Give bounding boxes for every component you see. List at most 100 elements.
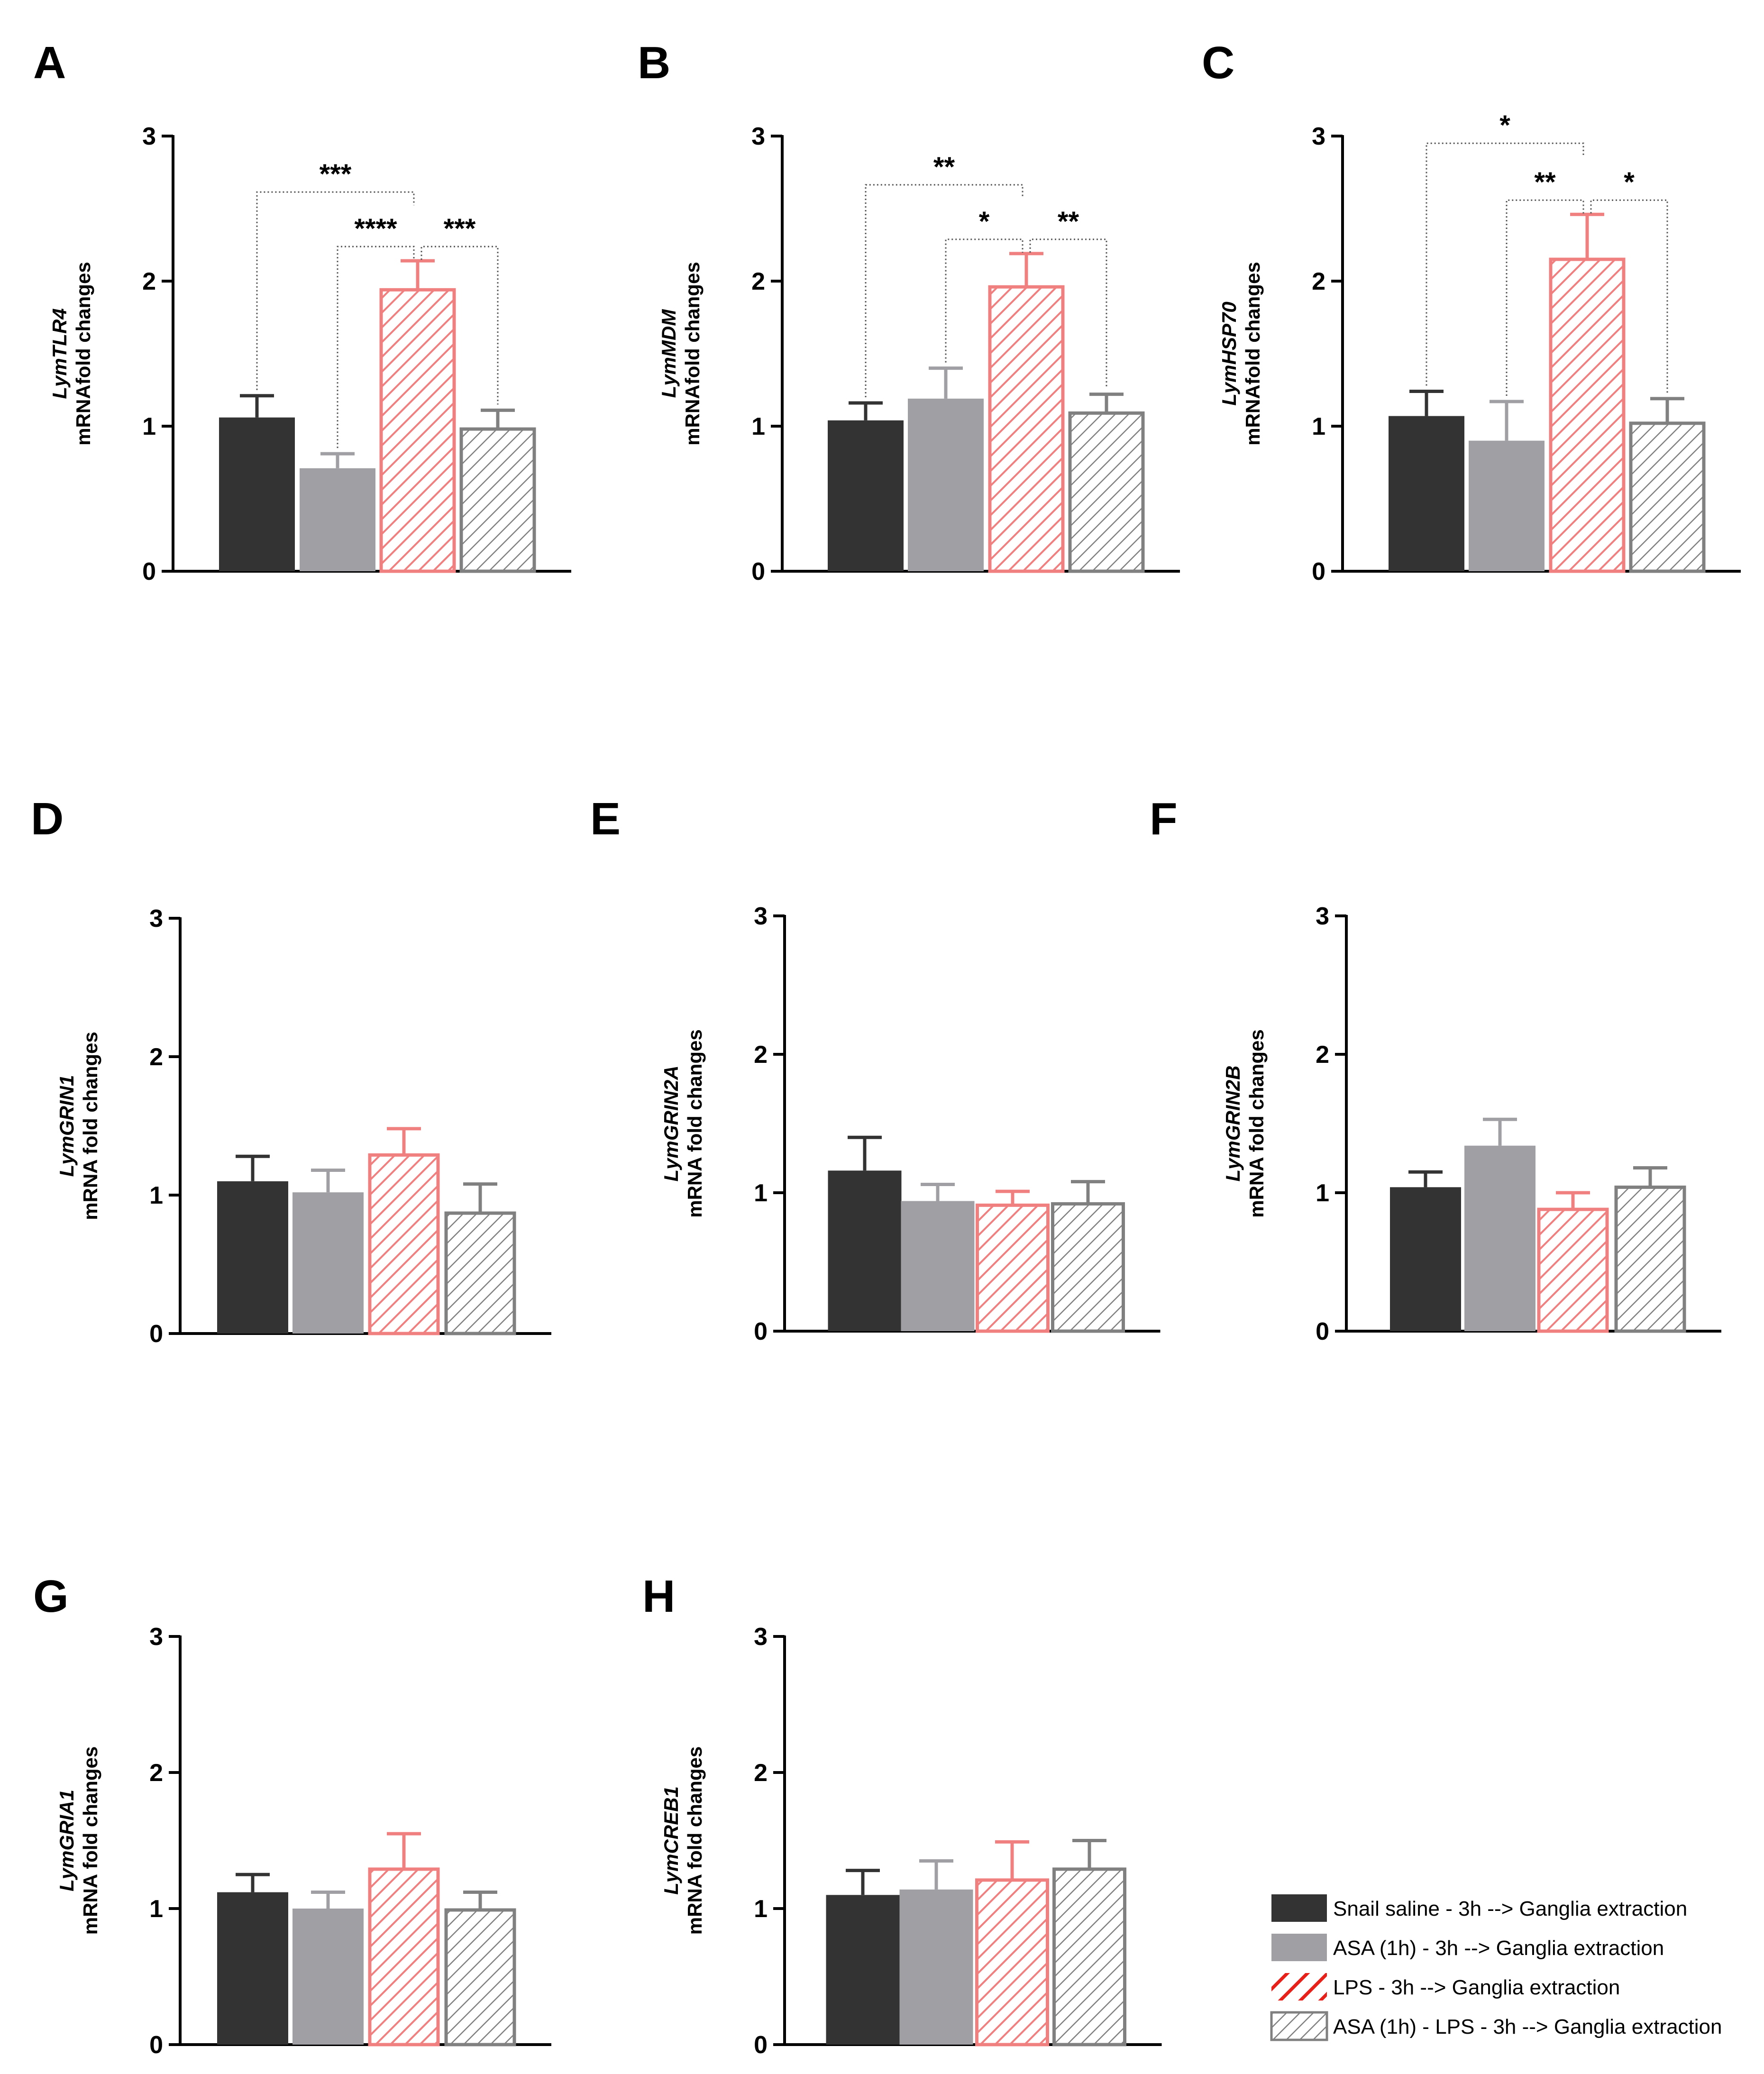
panel-letter: C xyxy=(1202,37,1234,88)
y-tick-label: 2 xyxy=(1312,268,1325,295)
significance-label: ** xyxy=(1058,206,1079,237)
y-tick-label: 1 xyxy=(149,1895,163,1923)
y-tick-label: 1 xyxy=(754,1179,768,1207)
y-tick-label: 0 xyxy=(142,558,156,585)
bar-gray xyxy=(908,398,984,571)
panel-e: E 0 1 2 3 LymGRIN2AmRNA fold changes xyxy=(590,794,1161,1345)
significance-label: **** xyxy=(354,213,397,244)
significance-bracket xyxy=(256,191,415,390)
y-tick-label: 3 xyxy=(142,123,156,150)
y-tick-label: 2 xyxy=(754,1041,768,1069)
y-axis-label-gene: LymGRIN1 xyxy=(55,1075,78,1177)
y-axis-label-gene: LymMDM xyxy=(658,309,680,398)
bar-gray xyxy=(901,1201,975,1331)
bar-redhatch xyxy=(1549,257,1626,573)
significance-label: * xyxy=(1499,110,1510,141)
bar-dark xyxy=(828,1170,902,1331)
legend-swatch-grayhatch xyxy=(1270,2011,1328,2041)
bar-redhatch xyxy=(976,1203,1050,1333)
significance-bracket xyxy=(865,184,1024,398)
panel-letter: A xyxy=(33,37,66,88)
y-tick-label: 3 xyxy=(751,123,765,150)
y-axis-label-gene: LymTLR4 xyxy=(48,308,71,399)
significance-label: ** xyxy=(933,152,955,183)
y-axis-label-gene: LymGRIN2B xyxy=(1222,1065,1244,1181)
y-tick-label: 3 xyxy=(149,905,163,932)
y-tick-label: 3 xyxy=(754,903,768,930)
y-axis-label: LymHSP70mRNAfold changes xyxy=(1218,262,1264,445)
y-axis-label-text: mRNAfold changes xyxy=(1242,262,1264,445)
bar-gray xyxy=(899,1889,973,2045)
bar-redhatch xyxy=(975,1878,1049,2047)
panel-letter: D xyxy=(31,794,64,844)
legend-item: LPS - 3h --> Ganglia extraction xyxy=(1271,1973,1620,2001)
y-tick-label: 0 xyxy=(1316,1318,1329,1345)
panel-g: G 0 1 2 3 LymGRIA1mRNA fold changes xyxy=(33,1571,551,2059)
y-tick-label: 1 xyxy=(754,1895,768,1923)
legend-item: ASA (1h) - 3h --> Ganglia extraction xyxy=(1271,1934,1664,1961)
y-axis-label: LymGRIN2AmRNA fold changes xyxy=(660,1029,706,1217)
y-tick-label: 2 xyxy=(754,1759,768,1787)
bar-grayhatch xyxy=(1629,421,1706,573)
panel-letter: F xyxy=(1150,794,1178,844)
significance-bracket xyxy=(337,246,415,448)
legend-swatch-redhatch xyxy=(1271,1973,1327,2001)
y-axis-label-text: mRNA fold changes xyxy=(1245,1029,1268,1217)
y-axis-label-text: mRNAfold changes xyxy=(72,262,94,445)
y-tick-label: 1 xyxy=(1316,1179,1329,1207)
y-tick-label: 3 xyxy=(149,1623,163,1651)
significance-bracket xyxy=(1029,238,1107,389)
y-tick-label: 2 xyxy=(149,1043,163,1071)
significance-label: *** xyxy=(320,159,352,190)
y-tick-label: 1 xyxy=(142,413,156,440)
y-tick-label: 2 xyxy=(1316,1041,1329,1069)
panel-letter: G xyxy=(33,1571,69,1622)
y-tick-label: 3 xyxy=(754,1623,768,1651)
bar-gray xyxy=(1469,440,1545,571)
y-axis-label-text: mRNAfold changes xyxy=(681,262,704,445)
panel-h: H 0 1 2 3 LymCREB1mRNA fold changes xyxy=(642,1571,1162,2059)
y-tick-label: 3 xyxy=(1316,903,1329,930)
bar-gray xyxy=(300,468,375,571)
bar-redhatch xyxy=(379,288,456,573)
significance-label: *** xyxy=(444,213,476,244)
legend-label: Snail saline - 3h --> Ganglia extraction xyxy=(1333,1897,1687,1920)
bar-grayhatch xyxy=(1614,1185,1686,1333)
y-tick-label: 3 xyxy=(1312,123,1325,150)
significance-label: * xyxy=(979,206,990,237)
bar-redhatch xyxy=(988,285,1065,573)
y-tick-label: 1 xyxy=(1312,413,1325,440)
bar-dark xyxy=(826,1895,900,2045)
bar-redhatch xyxy=(1537,1207,1609,1333)
y-axis-label: LymMDMmRNAfold changes xyxy=(658,262,704,445)
legend-item: ASA (1h) - LPS - 3h --> Ganglia extracti… xyxy=(1270,2011,1722,2041)
bar-dark xyxy=(217,1181,288,1334)
y-axis-label: LymGRIN1mRNA fold changes xyxy=(55,1032,101,1220)
panel-letter: H xyxy=(642,1571,675,1622)
y-axis-label-text: mRNA fold changes xyxy=(684,1029,706,1217)
bar-dark xyxy=(1389,416,1464,571)
bar-redhatch xyxy=(368,1867,440,2047)
bar-gray xyxy=(292,1192,364,1334)
y-axis-label-text: mRNA fold changes xyxy=(79,1746,101,1935)
y-axis-label-text: mRNA fold changes xyxy=(684,1746,706,1935)
significance-bracket xyxy=(1426,142,1584,386)
bar-dark xyxy=(219,417,295,571)
bar-dark xyxy=(217,1892,288,2045)
bar-dark xyxy=(1390,1187,1461,1331)
y-axis-label: LymCREB1mRNA fold changes xyxy=(660,1746,706,1935)
bar-grayhatch xyxy=(1051,1202,1125,1333)
y-tick-label: 2 xyxy=(142,268,156,295)
y-tick-label: 0 xyxy=(754,1318,768,1345)
bar-gray xyxy=(1464,1145,1536,1331)
panel-letter: E xyxy=(590,794,621,844)
y-tick-label: 1 xyxy=(751,413,765,440)
y-tick-label: 0 xyxy=(751,558,765,585)
significance-bracket xyxy=(1590,199,1668,393)
significance-label: ** xyxy=(1534,167,1556,198)
significance-bracket xyxy=(945,238,1024,363)
